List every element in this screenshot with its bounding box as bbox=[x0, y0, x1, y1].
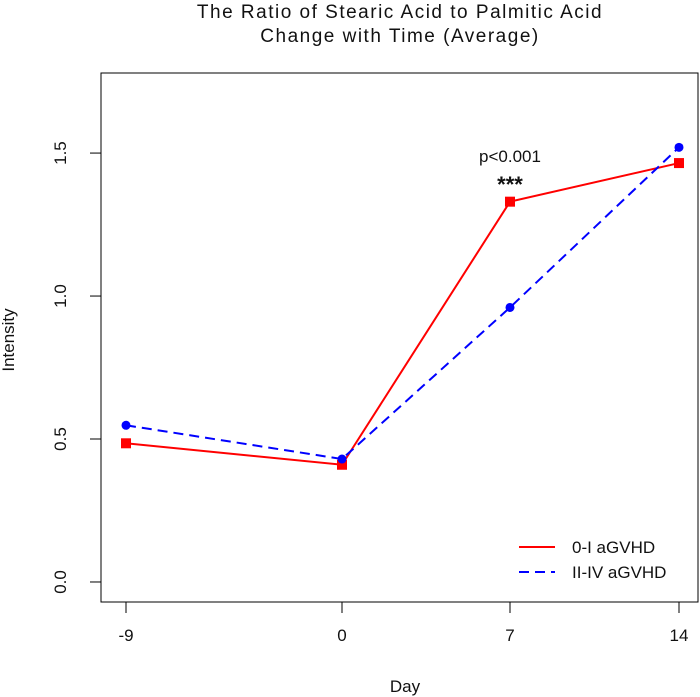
y-tick-label: 0.5 bbox=[51, 427, 70, 451]
legend: 0-I aGVHD II-IV aGVHD bbox=[519, 538, 666, 582]
y-axis-label: Intensity bbox=[0, 308, 18, 372]
chart-title-line-2: Change with Time (Average) bbox=[260, 26, 539, 47]
series-1-point bbox=[674, 142, 684, 152]
plot-frame bbox=[100, 72, 699, 603]
series-0-point bbox=[674, 158, 684, 169]
x-axis-label: Day bbox=[390, 677, 421, 696]
x-tick-label: -9 bbox=[118, 626, 133, 645]
x-tick-label: 7 bbox=[505, 626, 514, 645]
series-layer bbox=[121, 142, 684, 470]
series-0-point bbox=[505, 196, 515, 207]
series-line-1 bbox=[125, 146, 680, 461]
series-0-point bbox=[121, 438, 131, 449]
y-tick-label: 1.0 bbox=[51, 284, 70, 308]
series-1-point bbox=[337, 454, 347, 464]
x-tick-label: 0 bbox=[337, 626, 346, 645]
y-tick-label: 1.5 bbox=[51, 141, 70, 165]
y-axis: 0.0 0.5 1.0 1.5 bbox=[51, 141, 101, 594]
significance-stars: *** bbox=[497, 172, 523, 197]
series-line-0 bbox=[125, 162, 680, 466]
series-1-point bbox=[505, 302, 515, 312]
x-tick-label: 14 bbox=[670, 626, 689, 645]
series-0-point bbox=[337, 459, 347, 470]
legend-label-ii-iv: II-IV aGVHD bbox=[572, 563, 666, 582]
legend-label-0-i: 0-I aGVHD bbox=[572, 538, 655, 557]
chart-title-line-1: The Ratio of Stearic Acid to Palmitic Ac… bbox=[197, 2, 603, 23]
series-1-point bbox=[121, 420, 131, 430]
x-axis: -9 0 7 14 bbox=[118, 602, 688, 645]
y-tick-label: 0.0 bbox=[51, 570, 70, 594]
p-value-annotation: p<0.001 bbox=[479, 147, 541, 166]
